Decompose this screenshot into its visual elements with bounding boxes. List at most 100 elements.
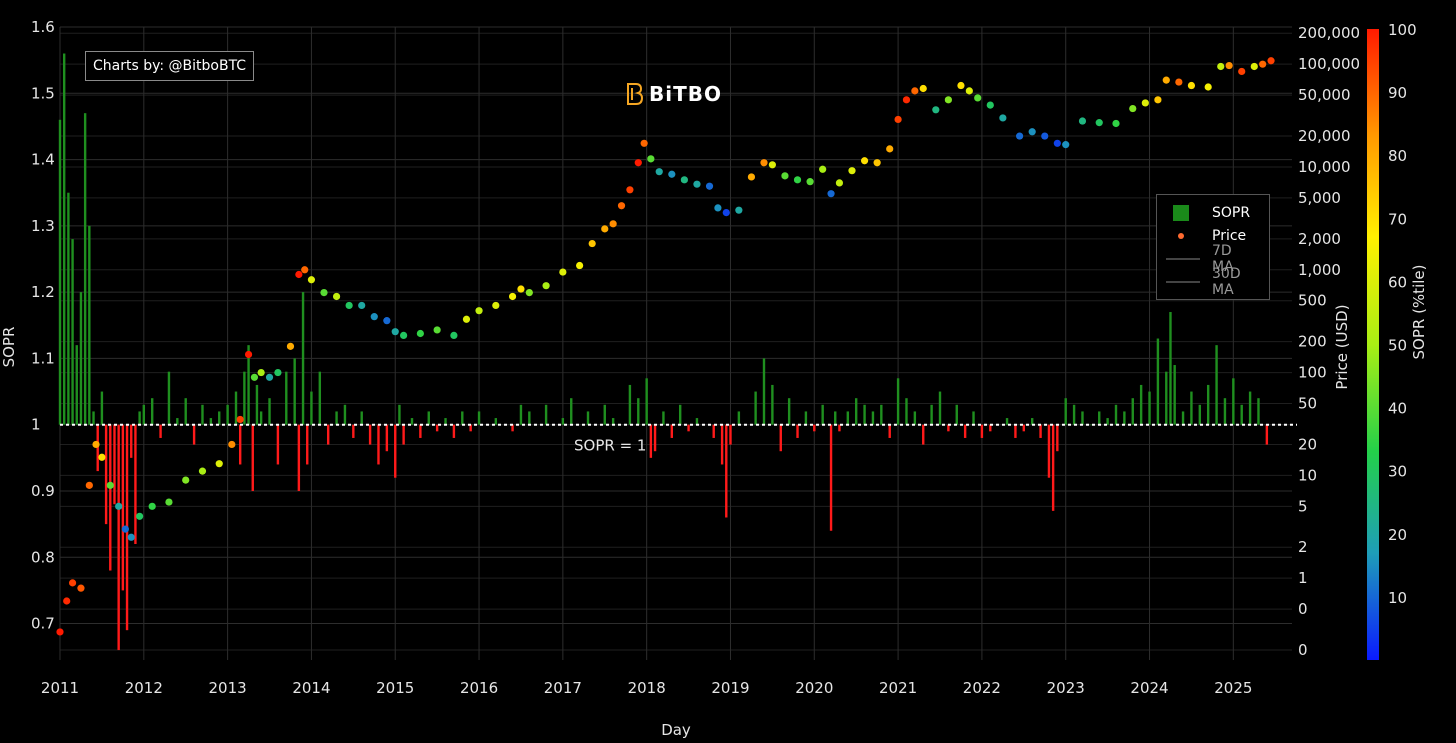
- price-point: [1028, 128, 1036, 136]
- y2-tick-label: 100,000: [1298, 55, 1360, 73]
- grid: [59, 26, 1292, 660]
- sopr-bar: [176, 418, 179, 425]
- sopr-bar: [75, 345, 78, 425]
- legend-swatch-box: [1173, 205, 1189, 221]
- sopr-bar: [762, 358, 766, 425]
- y2-axis-title: Price (USD): [1333, 304, 1351, 389]
- price-point: [391, 328, 399, 336]
- y-tick-label: 1.4: [31, 151, 55, 169]
- x-tick-label: 2012: [125, 679, 163, 697]
- y2-axis-ticks: 200,000 100,000 50,000 20,000 10,000 5,000 2,0…: [1298, 24, 1360, 659]
- y2-tick-label: 2: [1298, 538, 1308, 556]
- price-point: [1016, 132, 1024, 140]
- legend-item-30d-ma[interactable]: 30D MA: [1164, 266, 1241, 298]
- sopr-bar: [58, 119, 62, 425]
- price-point: [332, 292, 341, 301]
- sopr-bar: [649, 424, 653, 458]
- price-point: [257, 368, 265, 377]
- price-point: [626, 186, 634, 194]
- sopr-bar: [1123, 411, 1126, 425]
- sopr-bar: [947, 424, 950, 432]
- legend-item-sopr[interactable]: SOPR: [1164, 204, 1250, 222]
- price-point: [835, 179, 844, 187]
- legend-item-price[interactable]: Price: [1164, 227, 1246, 245]
- sopr-bar: [109, 424, 112, 571]
- sopr-bar: [255, 384, 259, 425]
- legend-item-7d-ma[interactable]: 7D MA: [1164, 243, 1234, 275]
- price-point: [894, 115, 902, 124]
- price-point: [433, 326, 441, 334]
- sopr-bar: [377, 424, 380, 465]
- price-point: [345, 301, 353, 310]
- price-point: [492, 301, 500, 310]
- price-point: [617, 202, 626, 210]
- legend-label: 7D MA: [1212, 243, 1234, 275]
- legend-swatch-line: [1166, 258, 1200, 260]
- price-point: [714, 204, 722, 212]
- sopr-bar: [1022, 424, 1026, 432]
- sopr-bar: [1106, 418, 1109, 425]
- sopr-bar: [561, 418, 565, 425]
- sopr-bar: [293, 358, 296, 425]
- sopr-bar: [611, 418, 615, 425]
- sopr-bar: [804, 411, 808, 425]
- sopr-bar: [117, 424, 120, 651]
- sopr-bar: [96, 424, 99, 472]
- sopr-bar: [1198, 404, 1202, 425]
- y2-tick-label: 500: [1298, 292, 1327, 310]
- sopr-bar: [243, 371, 246, 425]
- sopr-bar: [1240, 404, 1243, 425]
- price-point: [944, 96, 952, 104]
- sopr-bar: [603, 404, 606, 425]
- x-tick-label: 2021: [879, 679, 917, 697]
- sopr-bar: [787, 398, 791, 425]
- price-point: [781, 172, 789, 180]
- colorbar-tick-label: 80: [1388, 147, 1407, 165]
- sopr-bar: [955, 404, 958, 425]
- sopr-bar: [972, 411, 975, 425]
- sopr-bar: [846, 411, 850, 425]
- sopr-bar: [477, 411, 481, 425]
- x-axis-ticks: 2011 2012 2013 2014 2015 2016 2017 2018 2019 2020…: [41, 679, 1253, 697]
- price-point: [148, 502, 156, 510]
- sopr-bars: [58, 53, 1269, 651]
- sopr-bar: [1173, 365, 1176, 425]
- sopr-bar: [854, 398, 858, 425]
- price-point: [301, 266, 309, 274]
- sopr-bar: [306, 424, 309, 465]
- sopr-bar: [834, 411, 837, 425]
- price-point: [919, 84, 927, 93]
- sopr-bar: [201, 404, 204, 425]
- price-point: [1078, 117, 1087, 125]
- sopr-bar: [88, 225, 91, 425]
- y2-tick-label: 50: [1298, 395, 1317, 413]
- sopr-bar: [1248, 391, 1252, 425]
- colorbar-tick-label: 60: [1388, 273, 1407, 291]
- sopr-bar: [1232, 378, 1235, 425]
- price-point: [228, 440, 236, 449]
- price-point: [680, 176, 688, 184]
- legend-label: SOPR: [1212, 205, 1251, 221]
- price-point: [77, 584, 85, 592]
- sopr-bar: [452, 424, 456, 438]
- price-point: [1041, 132, 1049, 140]
- sopr-bar: [398, 404, 401, 425]
- price-point: [902, 96, 911, 104]
- x-tick-label: 2025: [1214, 679, 1252, 697]
- colorbar-tick-label: 10: [1388, 589, 1407, 607]
- sopr-bar: [813, 424, 816, 432]
- sopr-bar: [150, 398, 154, 425]
- sopr-bar: [1098, 411, 1101, 425]
- sopr-bar: [385, 424, 389, 452]
- y-tick-label: 1: [31, 416, 41, 434]
- colorbar-tick-label: 90: [1388, 84, 1407, 102]
- price-point: [307, 276, 316, 284]
- price-point: [957, 81, 965, 90]
- sopr-bar: [871, 411, 875, 425]
- sopr-bar: [419, 424, 422, 438]
- price-point: [295, 270, 303, 279]
- sopr-bar: [343, 404, 347, 425]
- sopr-bar: [1257, 398, 1260, 425]
- sopr-bar: [301, 292, 305, 425]
- sopr-bar: [838, 424, 841, 432]
